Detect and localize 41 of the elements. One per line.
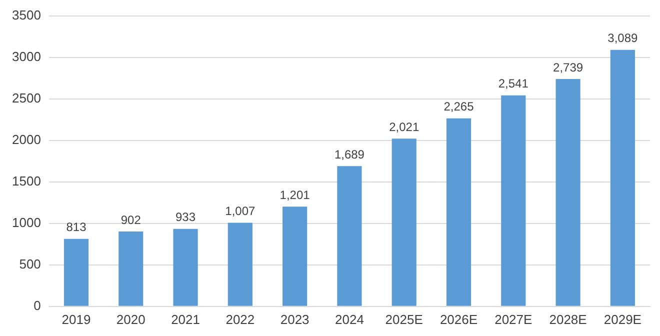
data-label: 2,265 xyxy=(444,100,474,114)
bar xyxy=(118,232,144,306)
data-label: 2,739 xyxy=(553,60,584,74)
y-tick-label: 3000 xyxy=(12,48,41,64)
x-tick-label: 2019 xyxy=(62,312,91,327)
bar xyxy=(501,95,526,306)
bar xyxy=(392,138,416,306)
x-tick-label: 2029E xyxy=(604,312,642,327)
bar xyxy=(282,206,308,306)
y-tick-label: 2000 xyxy=(12,132,41,147)
bar xyxy=(337,166,362,306)
data-label: 2,541 xyxy=(498,76,529,91)
y-tick-label: 1000 xyxy=(12,214,41,230)
data-label: 813 xyxy=(66,220,87,234)
bar xyxy=(610,50,635,306)
data-label: 1,689 xyxy=(334,147,365,162)
y-tick-label: 500 xyxy=(19,256,41,272)
bar xyxy=(64,238,89,306)
data-label: 2,021 xyxy=(389,120,420,134)
x-tick-label: 2022 xyxy=(226,312,255,327)
x-tick-label: 2025E xyxy=(385,312,424,327)
x-tick-label: 2028E xyxy=(549,312,588,327)
bar xyxy=(173,228,198,306)
y-tick-label: 3500 xyxy=(12,7,41,22)
y-tick-label: 2500 xyxy=(12,90,41,106)
x-tick-label: 2021 xyxy=(171,312,200,327)
bar xyxy=(446,118,472,306)
x-tick-label: 2023 xyxy=(280,312,310,327)
x-tick-label: 2026E xyxy=(440,312,478,327)
y-tick-label: 1500 xyxy=(12,173,41,188)
x-tick-label: 2020 xyxy=(116,312,146,327)
bar xyxy=(556,78,580,306)
x-tick-label: 2027E xyxy=(494,312,533,327)
data-label: 1,201 xyxy=(280,188,310,202)
bar xyxy=(228,222,252,306)
x-tick-label: 2024 xyxy=(335,312,364,327)
data-label: 902 xyxy=(120,212,142,227)
y-tick-label: 0 xyxy=(34,298,41,313)
data-label: 1,007 xyxy=(225,204,256,218)
data-label: 3,089 xyxy=(608,31,638,46)
data-label: 933 xyxy=(176,210,196,224)
